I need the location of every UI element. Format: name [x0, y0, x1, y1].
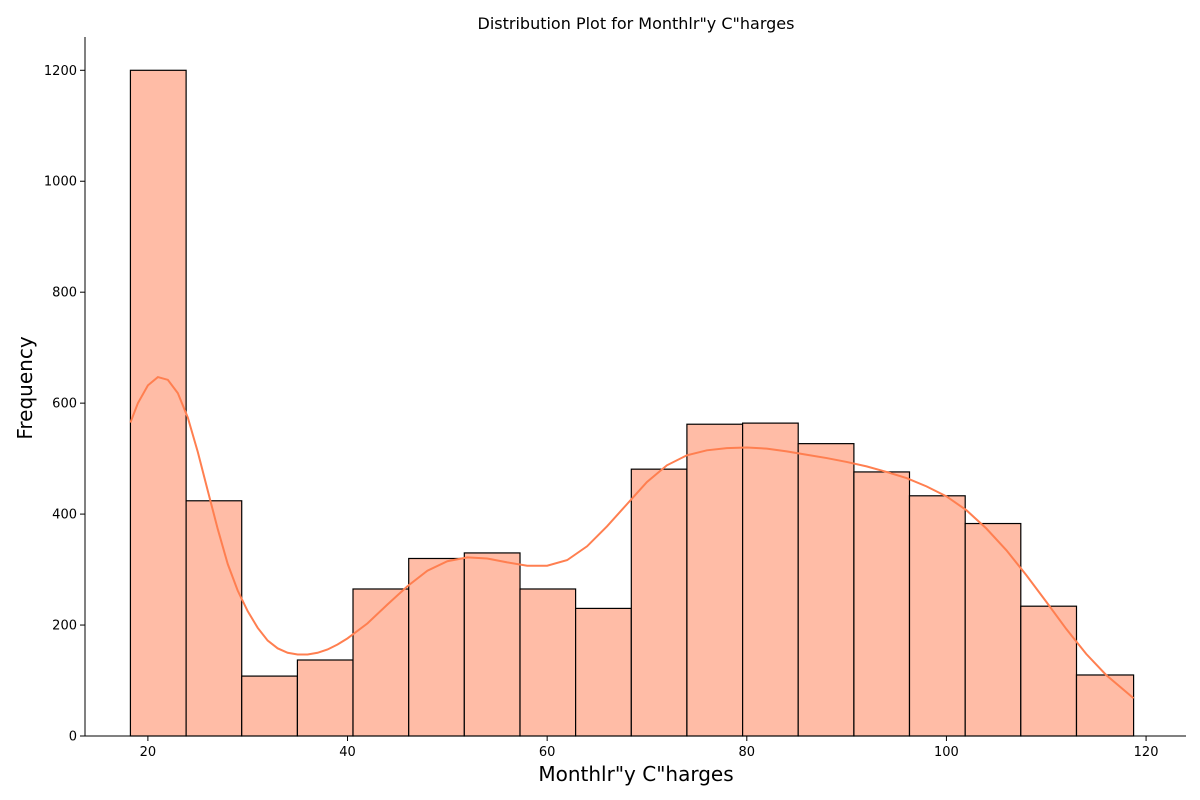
histogram-bar-5 [352, 588, 410, 737]
histogram-bar-18 [1075, 674, 1135, 737]
histogram-bar-1 [129, 69, 187, 737]
histogram-bar-11 [686, 423, 744, 737]
y-tick-label: 400 [52, 508, 77, 523]
histogram-bar-3 [241, 675, 299, 737]
histogram-bar-7 [463, 552, 521, 737]
x-tick-label: 40 [339, 745, 356, 760]
x-tick-label: 100 [934, 745, 959, 760]
y-tick-label: 600 [52, 397, 77, 412]
histogram-bar-17 [1020, 605, 1078, 737]
histogram-bar-15 [908, 495, 966, 737]
x-tick-label: 80 [739, 745, 756, 760]
histogram-bar-14 [853, 471, 911, 737]
histogram-bar-4 [296, 659, 354, 737]
y-tick-label: 0 [69, 730, 77, 745]
histogram-bar-9 [575, 607, 632, 737]
x-ticks-group: 20 40 60 80 100 120 [140, 736, 1159, 760]
chart-title: Distribution Plot for Monthlr"y C"harges [478, 14, 795, 33]
y-axis-title: Frequency [13, 336, 37, 439]
x-tick-label: 120 [1134, 745, 1159, 760]
histogram-bar-13 [797, 443, 855, 737]
histogram-bar-16 [964, 522, 1022, 737]
histogram-bar-8 [519, 588, 577, 737]
y-tick-label: 200 [52, 619, 77, 634]
kde-curve [129, 375, 1135, 700]
x-axis-title: Monthlr"y C"harges [538, 762, 733, 786]
bars-group [129, 69, 1135, 737]
histogram-bar-12 [742, 422, 799, 737]
histogram-bar-2 [185, 500, 243, 737]
y-ticks-group: 0 200 400 600 800 1000 1200 [44, 64, 85, 745]
x-tick-label: 20 [140, 745, 157, 760]
histogram-bar-10 [630, 468, 688, 737]
y-tick-label: 1200 [44, 64, 77, 79]
y-tick-label: 1000 [44, 175, 77, 190]
y-tick-label: 800 [52, 286, 77, 301]
histogram-bar-6 [408, 557, 465, 737]
x-tick-label: 60 [539, 745, 556, 760]
